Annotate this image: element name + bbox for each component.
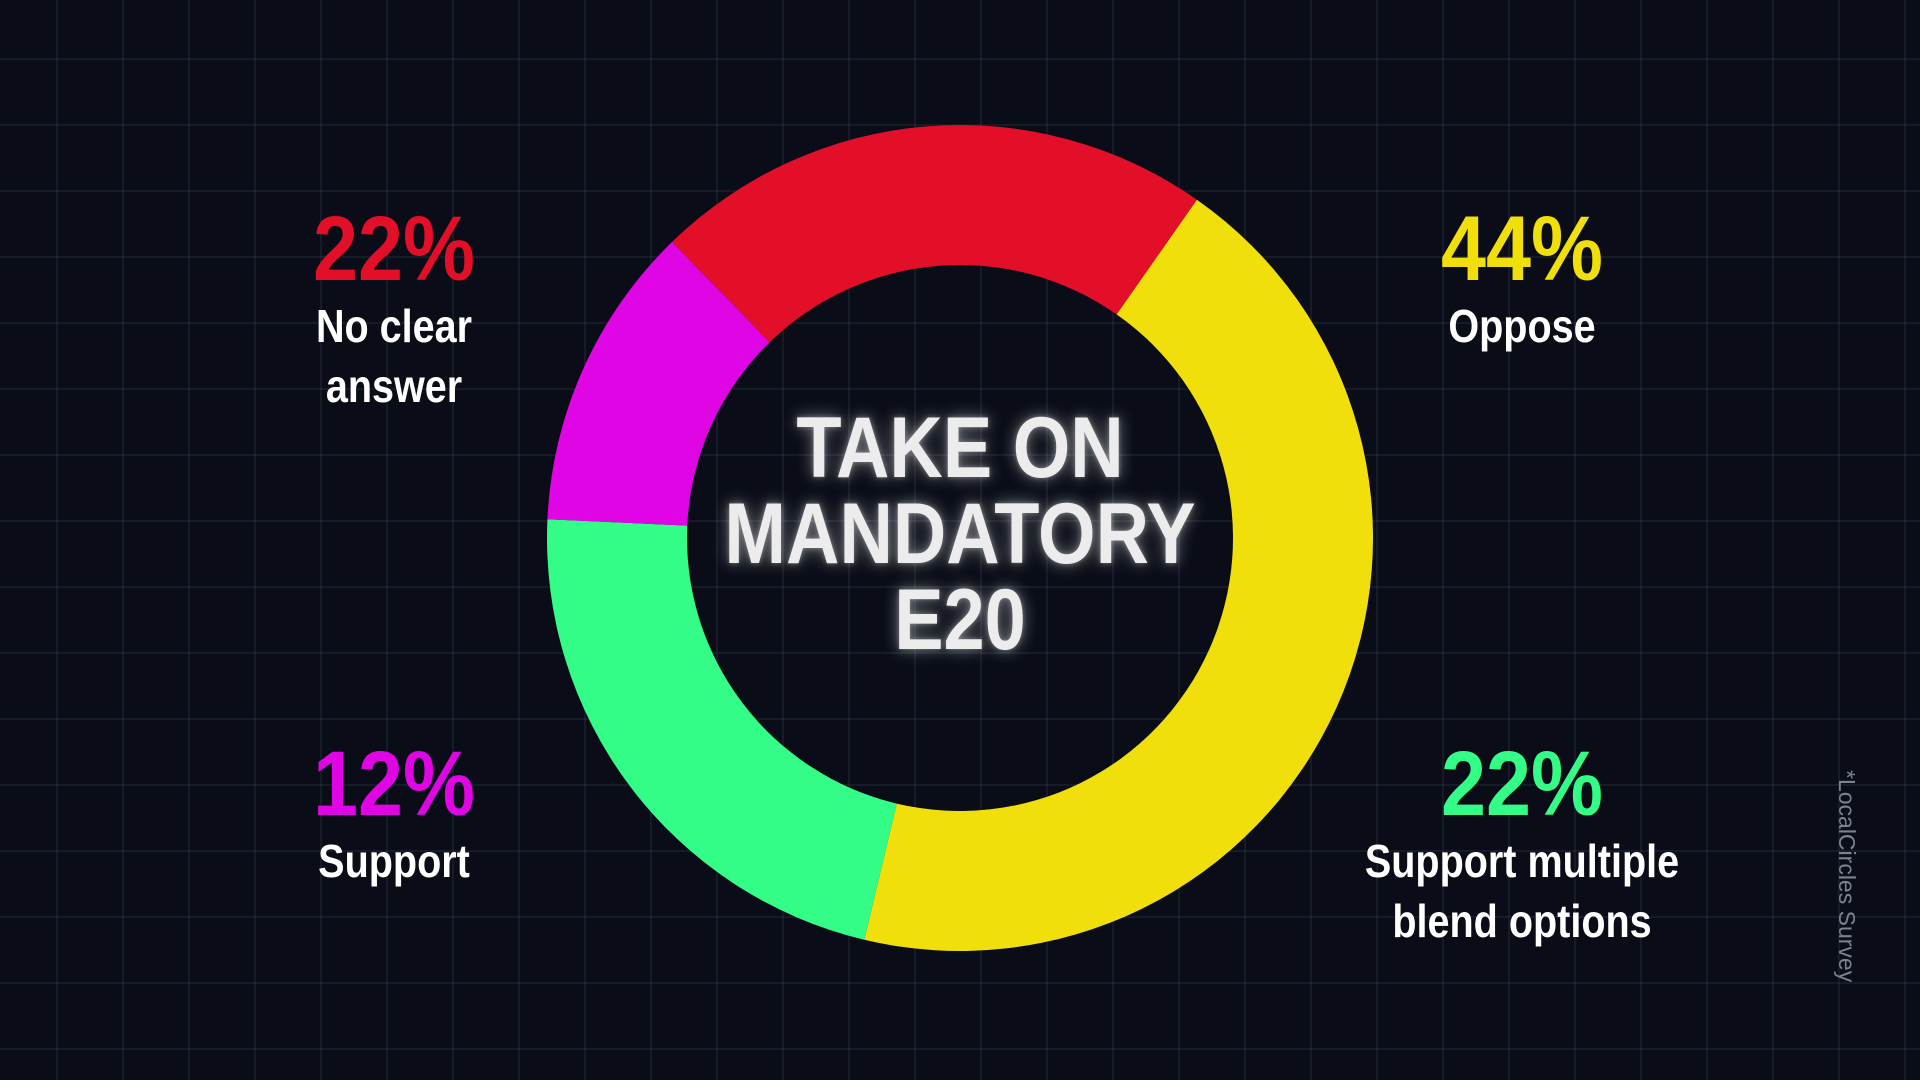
desc-support-multiple-line-2: blend options [1392, 895, 1652, 947]
donut-slice-support [547, 241, 770, 526]
source-credit: *LocalCircles Survey [1834, 770, 1860, 983]
chart-title: TAKE ON MANDATORY E20 [659, 405, 1261, 663]
desc-oppose: Oppose [1448, 300, 1596, 352]
percent-oppose: 44% [1440, 198, 1604, 300]
label-support: 12% Support [174, 738, 614, 890]
chart-title-line-3: E20 [894, 572, 1026, 668]
label-support-multiple: 22% Support multiple blend options [1302, 738, 1742, 950]
desc-no-clear-line-1: No clear [315, 300, 473, 352]
percent-support: 12% [312, 733, 476, 835]
percent-support-multiple: 22% [1440, 733, 1604, 835]
desc-support: Support [318, 835, 470, 887]
desc-support-multiple-line-1: Support multiple [1364, 835, 1680, 887]
donut-slice-support-multiple-blend-options [547, 519, 897, 940]
desc-no-clear-line-2: answer [325, 360, 463, 412]
percent-no-clear-answer: 22% [312, 198, 476, 300]
chart-title-line-1: TAKE ON [796, 400, 1124, 496]
donut-slice-oppose [864, 199, 1373, 951]
label-no-clear-answer: 22% No clear answer [174, 203, 614, 415]
donut-slice-no-clear-answer [672, 125, 1197, 343]
chart-title-line-2: MANDATORY [724, 486, 1196, 582]
label-oppose: 44% Oppose [1302, 203, 1742, 355]
